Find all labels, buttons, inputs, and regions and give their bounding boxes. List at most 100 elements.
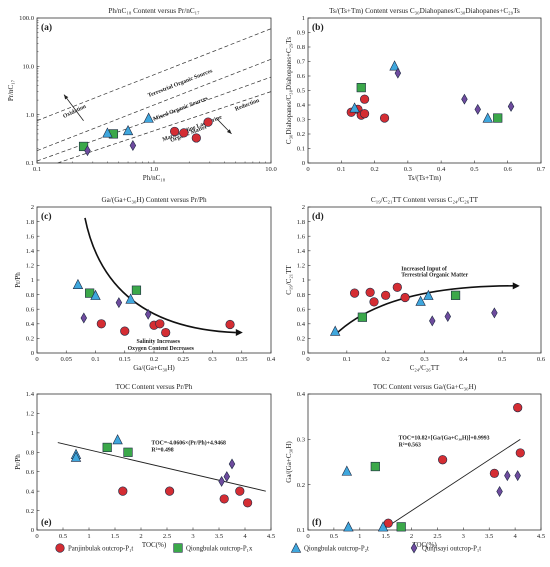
y-tick-label: 0.6 — [26, 469, 35, 476]
panel-f: TOC Content versus Ga/(Ga+C₃₀H) 0 0.5 1 1.5 2… — [285, 383, 546, 549]
x-tick-label: 10.0 — [265, 166, 277, 173]
plot-frame — [307, 393, 542, 531]
panel-e: TOC Content versus Pr/Ph 0 0.5 1 1.5 2 2.5 3 3.5… — [14, 383, 276, 549]
data-point-triangle — [125, 293, 136, 304]
x-tick-label: 0.4 — [267, 356, 276, 363]
y-axis-label: C₃₀Diahopanes/C₃₀Diahopanes+C₂₉Ts — [285, 37, 293, 144]
data-point-square — [131, 285, 142, 295]
data-point-square — [493, 113, 503, 123]
y-tick-label: 1.8 — [26, 219, 35, 226]
mixed-label: Mixed Organic Sources — [153, 95, 210, 122]
reduction-label: Reduction — [234, 98, 261, 113]
data-point-square — [356, 83, 366, 93]
x-tick-label: 0 — [306, 533, 310, 540]
y-tick-label: 0.1 — [297, 527, 305, 534]
x-tick-label: 3.5 — [485, 533, 494, 540]
x-tick-label: 0.15 — [119, 356, 131, 363]
panel-b: Ts/(Ts+Tm) Content versus C₃₀Diahopanes/… — [285, 7, 546, 182]
legend-marker-square — [173, 543, 183, 553]
panel-letter: (a) — [41, 22, 52, 33]
data-point-circle — [359, 109, 370, 119]
data-point-circle — [165, 486, 175, 496]
y-tick-label: 0 — [31, 350, 35, 357]
data-point-circle — [513, 403, 523, 413]
data-point-diamond — [474, 103, 481, 115]
x-tick-label: 0.6 — [504, 166, 513, 173]
legend-label: Qiongbulak outcrop-P₂t — [304, 546, 369, 553]
x-tick-label: 0 — [35, 356, 39, 363]
data-point-circle — [392, 282, 402, 292]
regression-r2: R²=0.498 — [151, 448, 173, 454]
x-tick-label: 3 — [462, 533, 466, 540]
x-tick-label: 0.4 — [437, 166, 446, 173]
data-point-square — [357, 312, 367, 322]
salinity-trend-curve — [84, 217, 236, 334]
y-tick-label: 0.4 — [26, 488, 35, 495]
data-point-circle — [170, 126, 180, 137]
x-tick-label: 0.4 — [459, 356, 468, 363]
data-point-circle — [191, 133, 201, 143]
x-tick-label: 0.5 — [330, 533, 339, 540]
data-point-triangle — [122, 124, 134, 136]
y-tick-label: 0.4 — [297, 102, 306, 109]
chart-title: Ga/(Ga+C₃₀H) Content versus Pr/Ph — [101, 196, 206, 204]
legend-marker-circle — [55, 543, 65, 553]
x-tick-label: 4 — [243, 533, 247, 540]
x-tick-label: 0.5 — [470, 166, 479, 173]
data-point-circle — [350, 288, 360, 298]
y-tick-label: 1.2 — [26, 411, 34, 418]
y-tick-label: 1 — [31, 277, 34, 284]
legend-marker-triangle — [290, 542, 302, 553]
data-point-diamond — [496, 485, 503, 497]
x-tick-label: 0.1 — [91, 356, 99, 363]
y-tick-label: 0.2 — [297, 336, 305, 343]
data-point-diamond — [461, 93, 468, 105]
data-point-square — [450, 290, 461, 300]
y-tick-label: 1.4 — [26, 391, 35, 398]
x-tick-label: 0.3 — [420, 356, 429, 363]
data-point-circle — [161, 327, 171, 338]
panel-letter: (d) — [312, 211, 324, 222]
data-point-circle — [379, 113, 390, 123]
boundary-dashed-line — [36, 28, 272, 122]
boundary-dashed-line — [36, 76, 272, 162]
y-tick-label: 0.9 — [297, 30, 306, 37]
y-tick-label: 1.6 — [297, 233, 306, 240]
data-point-diamond — [228, 458, 236, 470]
x-tick-label: 0 — [306, 356, 310, 363]
regression-equation: TOC=-4.0606×(Pr/Ph)+4.9468 — [151, 440, 226, 447]
panel-a: Ph/nC₁₈ Content versus Pr/nC₁₇ 0.1 1.0 10.0… — [7, 7, 277, 182]
data-point-square — [102, 442, 112, 453]
plot-frame — [36, 393, 272, 531]
x-tick-label: 2.5 — [163, 533, 172, 540]
data-point-circle — [120, 326, 130, 336]
y-tick-label: 0.8 — [297, 44, 306, 51]
terrestrial-input-label-2: Terrestrial Organic Matter — [401, 272, 468, 278]
data-point-triangle — [341, 465, 353, 476]
x-axis-label: Ts/(Ts+Tm) — [408, 174, 442, 182]
legend-label: Qiongbulak outcrop-P₁x — [186, 546, 253, 553]
x-tick-label: 0.3 — [208, 356, 217, 363]
chart-title: C₁₉/C₂₁TT Content versus C₂₄/C₂₆TT — [371, 196, 479, 204]
data-point-triangle — [349, 102, 360, 113]
x-tick-label: 0.2 — [150, 356, 158, 363]
chart-title: TOC Content versus Ga/(Ga+C₃₀H) — [373, 383, 477, 391]
data-point-triangle — [423, 289, 434, 300]
x-tick-label: 2.5 — [433, 533, 442, 540]
panel-d: C₁₉/C₂₁TT Content versus C₂₄/C₂₆TT 0 0.1 0.… — [285, 196, 546, 372]
y-tick-label: 0.1 — [297, 146, 305, 153]
data-point-diamond — [429, 315, 436, 327]
data-point-diamond — [129, 140, 137, 151]
terrestrial-label: Terrestrial Organic Sources — [147, 68, 214, 99]
x-tick-label: 1.5 — [111, 533, 120, 540]
y-tick-label: 0.1 — [26, 160, 34, 167]
regression-r2: R²=0.563 — [399, 442, 421, 448]
y-tick-label: 1 — [302, 15, 305, 22]
y-tick-label: 100.0 — [19, 15, 35, 22]
y-axis-label: Pr/nC₁₇ — [7, 79, 15, 101]
x-tick-label: 0 — [306, 166, 310, 173]
data-point-circle — [179, 128, 189, 138]
x-axis-label: TOC(%) — [412, 541, 437, 549]
oxygen-label: Oxygen Content Decreases — [128, 346, 195, 352]
